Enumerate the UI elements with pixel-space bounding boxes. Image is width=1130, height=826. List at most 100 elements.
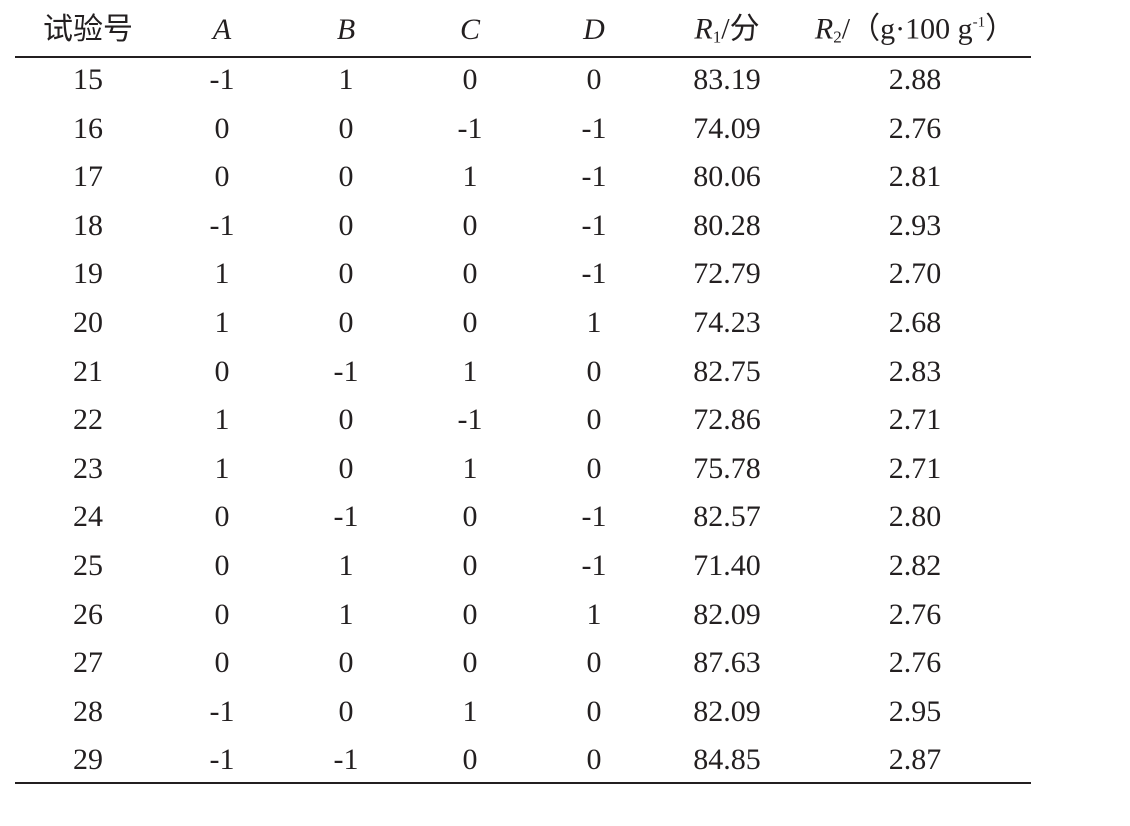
table-cell: -1 — [333, 354, 359, 388]
header-text: ） — [985, 12, 1016, 46]
table-cell: -1 — [581, 257, 607, 291]
table-cell: 0 — [462, 500, 478, 534]
table-cell: 1 — [462, 451, 478, 485]
table-cell: 27 — [73, 646, 103, 680]
table-cell: 16 — [73, 111, 103, 145]
header-cell: R1/分 — [694, 12, 760, 47]
header-text: R — [814, 12, 834, 46]
table-cell: -1 — [581, 500, 607, 534]
table-cell: 0 — [214, 354, 230, 388]
table-cell: 22 — [73, 403, 103, 437]
table-cell: 2.70 — [888, 257, 942, 291]
table-cell: 74.23 — [693, 306, 761, 339]
table-cell: 2.68 — [888, 306, 942, 339]
table-cell: 0 — [586, 403, 602, 437]
header-text: B — [336, 13, 356, 46]
top-rule — [15, 56, 1031, 58]
table-cell: 0 — [338, 208, 354, 242]
table-cell: 0 — [586, 354, 602, 388]
table-cell: 2.76 — [888, 111, 942, 145]
table-cell: -1 — [581, 549, 607, 582]
table-cell: 83.19 — [693, 63, 761, 96]
table-cell: 2.76 — [888, 646, 942, 680]
table-cell: 82.09 — [693, 597, 761, 631]
table-cell: 1 — [586, 306, 602, 339]
table-cell: 72.79 — [693, 257, 761, 291]
table-cell: 1 — [214, 306, 230, 339]
table-cell: 26 — [73, 597, 103, 631]
table-cell: -1 — [457, 111, 483, 145]
table-cell: 17 — [73, 160, 103, 194]
table-cell: 24 — [73, 500, 103, 534]
table-cell: 1 — [214, 257, 230, 291]
table-cell: 0 — [462, 646, 478, 680]
table-cell: 2.80 — [888, 500, 942, 534]
table-cell: 2.83 — [888, 354, 942, 388]
table-cell: 1 — [338, 549, 354, 582]
table-cell: 0 — [338, 451, 354, 485]
table-cell: 0 — [462, 549, 478, 582]
table-cell: 15 — [73, 63, 103, 96]
header-text: 1 — [712, 27, 722, 47]
table-cell: 23 — [73, 451, 103, 485]
table-cell: 0 — [462, 257, 478, 291]
table-cell: 0 — [338, 646, 354, 680]
header-text: /分 — [721, 12, 760, 46]
table-cell: -1 — [581, 160, 607, 194]
table-cell: 0 — [462, 208, 478, 242]
header-cell: D — [583, 15, 605, 45]
table-cell: 2.93 — [888, 208, 942, 242]
table-cell: 0 — [338, 306, 354, 339]
table-cell: 0 — [338, 257, 354, 291]
table-cell: 21 — [73, 354, 103, 388]
header-text: /（g·100 g — [841, 12, 973, 46]
header-cell: R2/（g·100 g-1） — [814, 12, 1016, 46]
table-cell: 75.78 — [693, 451, 761, 485]
table-cell: 1 — [214, 451, 230, 485]
bottom-rule — [15, 782, 1031, 784]
table-cell: 25 — [73, 549, 103, 582]
header-text: A — [212, 13, 232, 46]
header-cell: 试验号 — [43, 15, 133, 45]
header-cell: C — [460, 15, 480, 45]
table-cell: 1 — [338, 597, 354, 631]
table-cell: 2.82 — [888, 549, 942, 582]
table-cell: 80.28 — [693, 208, 761, 242]
table-cell: -1 — [457, 403, 483, 437]
table-cell: 0 — [338, 403, 354, 437]
table-cell: 74.09 — [693, 111, 761, 145]
table-cell: 84.85 — [693, 743, 761, 777]
table-cell: -1 — [209, 63, 235, 96]
header-cell: A — [213, 15, 231, 45]
header-text: -1 — [972, 14, 986, 31]
header-text: 试验号 — [43, 13, 133, 46]
table-cell: 0 — [214, 500, 230, 534]
table-cell: 0 — [462, 597, 478, 631]
table-cell: 20 — [73, 306, 103, 339]
table-cell: 2.88 — [888, 63, 942, 96]
table-cell: 1 — [462, 694, 478, 728]
table-cell: 0 — [338, 111, 354, 145]
table-cell: 2.95 — [888, 694, 942, 728]
table-cell: 82.57 — [693, 500, 761, 534]
table-cell: -1 — [581, 208, 607, 242]
table-cell: 2.76 — [888, 597, 942, 631]
header-cell: B — [337, 15, 355, 45]
table-cell: -1 — [581, 111, 607, 145]
table-cell: 2.87 — [888, 743, 942, 777]
header-text: C — [459, 13, 481, 46]
table-cell: -1 — [333, 743, 359, 777]
table-cell: 0 — [214, 111, 230, 145]
table-cell: 0 — [338, 694, 354, 728]
table-cell: 72.86 — [693, 403, 761, 437]
table-cell: 0 — [214, 646, 230, 680]
table-cell: 0 — [214, 549, 230, 582]
table-cell: 0 — [462, 306, 478, 339]
table-cell: 2.71 — [888, 451, 942, 485]
table-cell: 87.63 — [693, 646, 761, 680]
table-cell: 0 — [586, 646, 602, 680]
table-cell: -1 — [209, 694, 235, 728]
table-cell: 82.09 — [693, 694, 761, 728]
table-cell: -1 — [209, 208, 235, 242]
